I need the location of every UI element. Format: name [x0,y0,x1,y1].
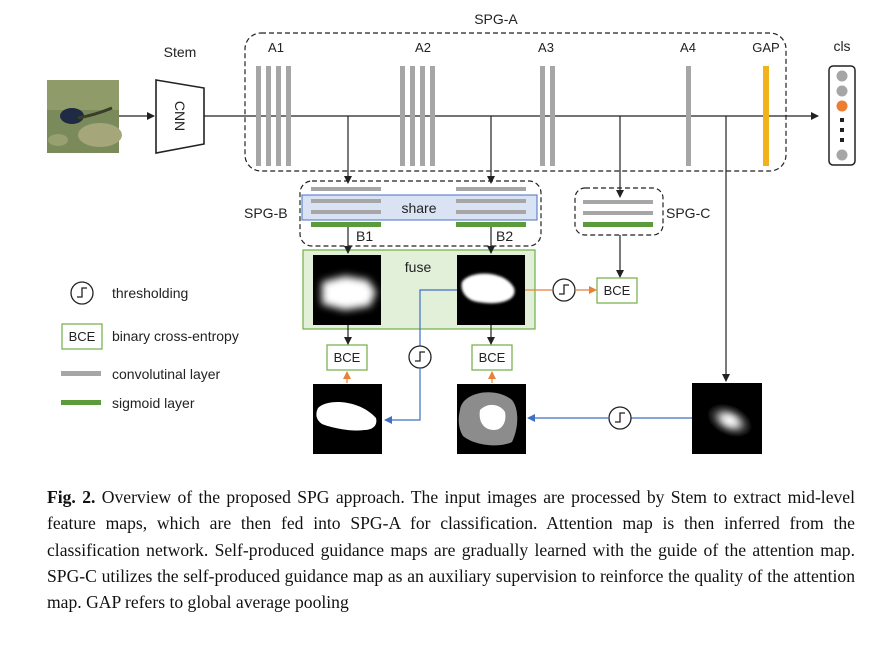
b2-label: B2 [496,228,513,244]
legend-thresholding: thresholding [112,285,188,301]
guidance-map-1 [313,384,382,454]
bce-box-b2 [471,344,513,371]
gap-label: GAP [752,40,779,55]
bce-box-c [596,277,638,304]
guidance-map-2 [457,384,526,454]
spg-c-label: SPG-C [666,205,710,221]
spg-b-label: SPG-B [244,205,288,221]
stem-label: Stem [164,44,197,60]
input-image [47,80,122,153]
legend-conv: convolutinal layer [112,366,221,382]
figure-caption: Fig. 2. Overview of the proposed SPG app… [47,484,855,615]
spg-b-box [299,180,542,247]
share-label: share [401,200,436,216]
spg-a-label: SPG-A [474,11,518,27]
cnn-label: CNN [172,101,188,131]
stem-cnn-block [155,79,205,154]
a2-label: A2 [415,40,431,55]
cls-active-node [836,100,848,112]
legend-bce-box [61,323,103,350]
attention-map [692,383,762,454]
legend: thresholding BCE binary cross-entropy co… [61,281,239,411]
a1-conv-layers [256,66,291,166]
b2-layers [456,187,526,227]
bce-label-c: BCE [604,283,631,298]
caption-text: Overview of the proposed SPG approach. T… [47,487,855,613]
fuse-label: fuse [405,259,432,275]
legend-bce-box-label: BCE [69,329,96,344]
legend-sigmoid-swatch [61,400,101,405]
cls-vector-box [828,65,856,166]
b1-label: B1 [356,228,373,244]
b2-map [457,255,525,325]
legend-conv-swatch [61,371,101,376]
a3-conv-layers [540,66,555,166]
cls-label: cls [833,38,850,54]
spg-a-box [244,32,787,172]
spg-c-layers [583,200,653,227]
a2-conv-layers [400,66,435,166]
legend-bce-desc: binary cross-entropy [112,328,239,344]
legend-sigmoid: sigmoid layer [112,395,195,411]
a4-conv-layer [686,66,691,166]
gap-layer [763,66,769,166]
bce-label-b2: BCE [479,350,506,365]
a1-label: A1 [268,40,284,55]
a3-label: A3 [538,40,554,55]
bce-label-b1: BCE [334,350,361,365]
spg-c-box [574,187,664,236]
bce-box-b1 [326,344,368,371]
b1-map [313,255,381,325]
b1-layers [311,187,381,227]
a4-label: A4 [680,40,696,55]
caption-label: Fig. 2. [47,487,96,507]
spg-architecture-diagram: SPG-A Stem CNN A1 A2 A3 A4 GAP cl [47,11,856,454]
